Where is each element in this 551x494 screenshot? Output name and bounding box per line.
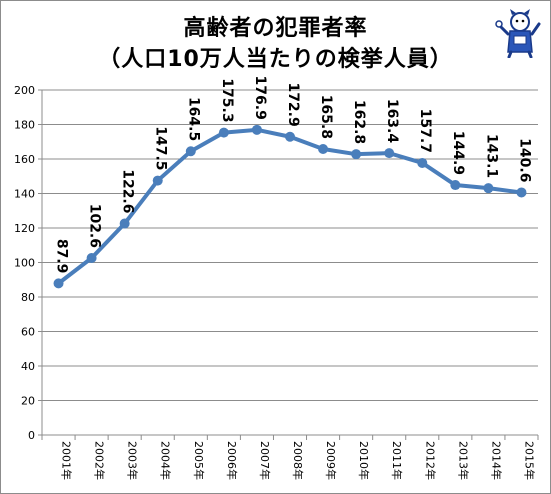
data-point [318, 143, 329, 154]
y-tick-label: 20 [21, 395, 35, 408]
y-tick-label: 140 [14, 188, 35, 201]
data-label: 102.6 [86, 204, 102, 248]
data-point [185, 146, 196, 157]
data-point [516, 187, 527, 198]
x-tick-label: 2005年 [192, 441, 206, 480]
data-point [86, 253, 97, 264]
y-tick-label: 100 [14, 257, 35, 270]
data-label: 175.3 [219, 78, 235, 122]
data-point [218, 127, 229, 138]
data-point [251, 124, 262, 135]
data-label: 144.9 [450, 131, 466, 175]
x-tick-label: 2014年 [489, 441, 503, 480]
data-label: 163.4 [384, 99, 400, 144]
x-tick-label: 2012年 [423, 441, 437, 480]
x-tick-label: 2001年 [60, 441, 74, 480]
data-point [417, 157, 428, 168]
y-tick-label: 0 [28, 429, 35, 442]
data-label: 143.1 [483, 134, 499, 178]
x-tick-label: 2010年 [357, 441, 371, 480]
data-point [53, 278, 64, 289]
data-label: 87.9 [53, 239, 69, 274]
data-label: 162.8 [351, 100, 367, 144]
mascot-icon [495, 9, 541, 58]
data-label: 122.6 [120, 169, 136, 213]
x-tick-label: 2009年 [324, 441, 338, 480]
y-tick-label: 40 [21, 360, 35, 373]
data-point [483, 183, 494, 194]
y-tick-label: 60 [21, 326, 35, 339]
data-label: 147.5 [153, 126, 169, 170]
x-tick-label: 2011年 [390, 441, 404, 480]
data-label: 140.6 [516, 138, 532, 182]
data-point [384, 148, 395, 159]
x-tick-label: 2006年 [225, 441, 239, 480]
x-tick-label: 2002年 [93, 441, 107, 480]
y-tick-label: 80 [21, 291, 35, 304]
x-tick-label: 2008年 [291, 441, 305, 480]
y-tick-label: 180 [14, 119, 35, 132]
data-point [450, 180, 461, 191]
y-tick-label: 200 [14, 84, 35, 97]
y-tick-label: 160 [14, 153, 35, 166]
y-tick-label: 120 [14, 222, 35, 235]
data-label: 172.9 [285, 82, 301, 126]
data-label: 157.7 [417, 109, 433, 153]
data-point [152, 175, 163, 186]
data-point [351, 149, 362, 160]
data-label: 164.5 [186, 97, 202, 141]
data-point [119, 218, 130, 229]
x-tick-label: 2015年 [522, 441, 536, 480]
data-point [285, 131, 295, 142]
chart-title-line-1: 高齢者の犯罪者率 [183, 16, 368, 41]
x-tick-label: 2007年 [258, 441, 272, 480]
data-label: 165.8 [318, 95, 334, 139]
x-tick-label: 2003年 [126, 441, 140, 480]
x-tick-label: 2004年 [159, 441, 173, 480]
x-tick-label: 2013年 [456, 441, 470, 480]
chart-title-line-2: （人口10万人当たりの検挙人員） [98, 47, 453, 72]
data-label: 176.9 [252, 76, 268, 120]
